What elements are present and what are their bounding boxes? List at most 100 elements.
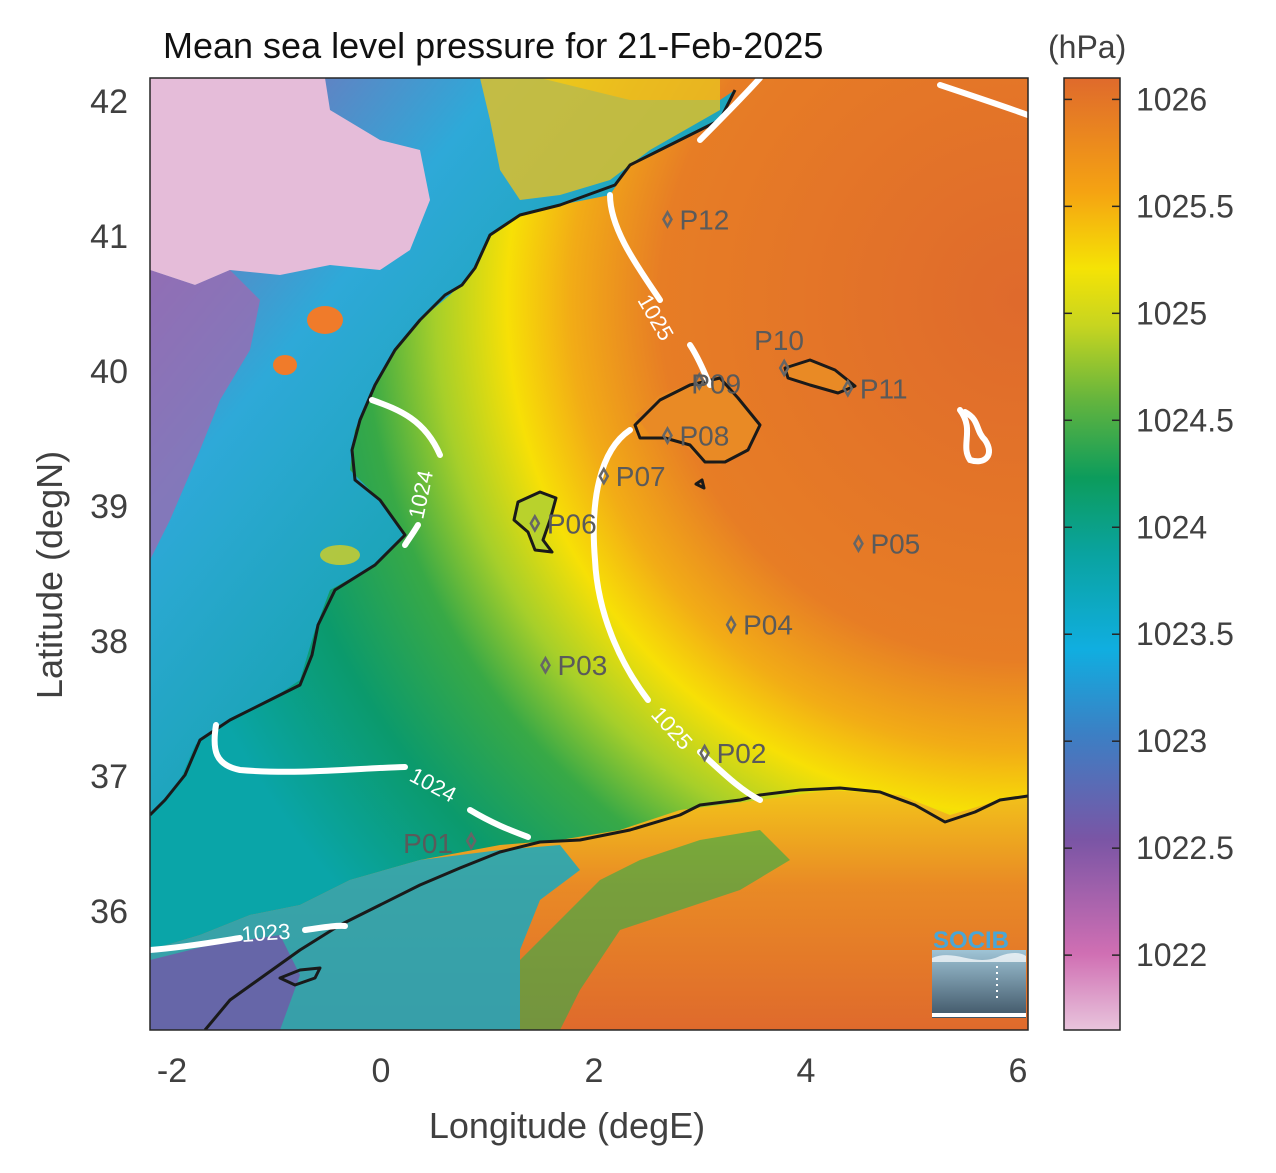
station-p07: P07	[598, 461, 666, 492]
station-label: P07	[616, 461, 666, 492]
station-p08: P08	[662, 421, 729, 452]
mallorca-land	[635, 380, 760, 465]
colorbar-tick-label: 1025.5	[1136, 188, 1234, 224]
station-label: P04	[743, 610, 793, 641]
y-tick-label: 37	[90, 758, 128, 796]
station-p05: P05	[853, 529, 920, 560]
socib-logo-text: SOCIB	[933, 927, 1009, 954]
x-tick-label: 0	[372, 1052, 391, 1090]
map-frame	[149, 77, 1029, 1031]
socib-logo: SOCIB	[932, 927, 1026, 1018]
x-tick-label: -2	[157, 1052, 187, 1090]
contour-1023	[302, 922, 348, 933]
station-p04: P04	[725, 610, 793, 641]
y-tick-label: 38	[90, 623, 128, 661]
ibiza-coastline	[512, 490, 558, 554]
station-label: P02	[717, 738, 767, 769]
x-axis-title: Longitude (degE)	[429, 1105, 705, 1146]
colorbar-tick-label: 1024	[1136, 509, 1207, 545]
socib-logo-wave	[932, 953, 1026, 962]
contour-1024	[467, 807, 531, 840]
station-label: P09	[691, 369, 741, 400]
station-p11: P11	[842, 373, 908, 404]
station-label: P03	[557, 650, 607, 681]
contour-1025	[590, 427, 651, 703]
iberia-coastal-warm	[480, 78, 720, 200]
station-marker-icon	[693, 371, 705, 392]
north-africa-mid	[520, 830, 790, 1030]
colorbar-tick-label: 1025	[1136, 295, 1207, 331]
colorbar-tick-label: 1024.5	[1136, 402, 1234, 438]
station-marker-icon	[725, 615, 737, 635]
station-label: P01	[403, 828, 453, 859]
station-p10: P10	[754, 325, 804, 378]
contour-label: 1023	[241, 919, 292, 947]
iberia-coastline	[150, 89, 737, 817]
y-tick-label: 36	[90, 893, 128, 931]
iberia-interior-high	[150, 78, 430, 285]
contour-high-north	[937, 82, 1028, 118]
station-label: P08	[679, 421, 729, 452]
cabrera-coastline	[694, 478, 706, 490]
station-marker-icon	[598, 466, 610, 486]
iberia-interior-purple	[150, 270, 260, 560]
iberia-hotspot	[307, 306, 343, 334]
colorbar-units: (hPa)	[1048, 29, 1126, 65]
y-tick-label: 40	[90, 353, 128, 391]
contour-1024	[211, 722, 408, 775]
contour-high-east	[957, 407, 992, 465]
chart-title: Mean sea level pressure for 21-Feb-2025	[163, 25, 823, 66]
station-label: P11	[860, 373, 908, 404]
menorca-land	[785, 360, 855, 392]
station-label: P06	[547, 508, 597, 539]
y-tick-label: 41	[90, 218, 128, 256]
contour-1025	[687, 342, 713, 388]
y-axis-title: Latitude (degN)	[29, 451, 70, 699]
station-marker-icon	[699, 743, 711, 763]
colorbar-tick-label: 1023.5	[1136, 616, 1234, 652]
station-marker-icon	[529, 513, 541, 533]
contour-1023	[150, 935, 243, 953]
colorbar: (hPa) 1026 1025.5 1025 1024.5 1024 1023.5 1023…	[1048, 29, 1234, 1031]
station-marker-icon	[778, 358, 790, 378]
x-tick-label: 2	[585, 1052, 604, 1090]
y-tick-label: 39	[90, 488, 128, 526]
colorbar-tick-label: 1023	[1136, 723, 1207, 759]
contour-1024	[402, 522, 421, 548]
station-p01: P01	[403, 828, 477, 859]
station-label: P05	[870, 529, 920, 560]
station-p06: P06	[529, 508, 597, 539]
station-marker-icon	[465, 831, 477, 851]
contour-1024	[369, 397, 443, 458]
x-axis: -2 0 2 4 6 Longitude (degE)	[157, 1052, 1028, 1146]
station-marker-icon	[842, 378, 854, 398]
station-marker-icon	[853, 534, 864, 554]
station-marker-icon	[662, 426, 673, 446]
menorca-coastline	[783, 358, 857, 395]
x-tick-label: 4	[797, 1052, 816, 1090]
station-p12: P12	[662, 204, 729, 235]
colorbar-tick-label: 1026	[1136, 81, 1207, 117]
station-p09: P09	[691, 369, 741, 400]
colorbar-tick-label: 1022.5	[1136, 830, 1234, 866]
map-panel: 1025 1024 1025 1024 1023 P01P02P03P04P05…	[150, 78, 1028, 1030]
y-axis: 42 41 40 39 38 37 36 Latitude (degN)	[29, 83, 128, 931]
colorbar-tick-label: 1022	[1136, 937, 1207, 973]
iberia-hotspot	[320, 545, 360, 565]
station-marker-icon	[662, 209, 673, 229]
station-label: P12	[679, 204, 729, 235]
y-tick-label: 42	[90, 83, 128, 121]
stations-layer: P01 P02 P03 P04 P05 P06 P07 P08 P09 P10 P11 P12	[403, 204, 920, 858]
colorbar-gradient	[1063, 77, 1121, 1031]
north-africa-far-west	[150, 935, 300, 1030]
station-marker-icon	[540, 655, 551, 675]
contour-1025	[607, 78, 763, 303]
station-p03: P03	[540, 650, 607, 681]
alboran-island-coastline	[278, 966, 322, 987]
iberia-hotspot	[273, 355, 297, 375]
station-label: P10	[754, 325, 804, 356]
pressure-contours	[150, 78, 1028, 953]
station-p02: P02	[699, 738, 767, 769]
colorbar-ticks: 1026 1025.5 1025 1024.5 1024 1023.5 1023 1022.5…	[1064, 81, 1234, 973]
